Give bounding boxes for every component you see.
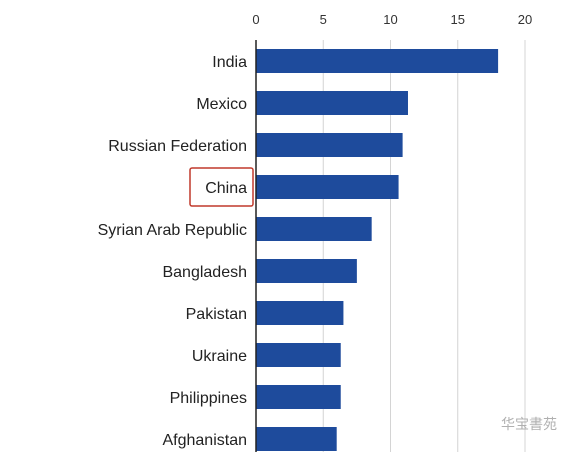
bar bbox=[256, 49, 499, 73]
bar bbox=[256, 133, 403, 157]
bars bbox=[256, 49, 499, 451]
x-tick-label: 15 bbox=[451, 12, 465, 27]
highlight-box bbox=[189, 167, 254, 207]
category-labels: India Mexico Russian Federation China Syrian… bbox=[98, 54, 248, 449]
bar bbox=[256, 175, 399, 199]
bar bbox=[256, 385, 341, 409]
category-label: Ukraine bbox=[192, 348, 247, 365]
bar bbox=[256, 343, 341, 367]
category-label: Mexico bbox=[196, 96, 247, 113]
category-label: Russian Federation bbox=[108, 138, 247, 155]
category-label: Philippines bbox=[170, 390, 247, 407]
x-tick-label: 20 bbox=[518, 12, 532, 27]
category-label: China bbox=[205, 180, 247, 197]
highlight-rect bbox=[189, 167, 254, 207]
bar bbox=[256, 301, 344, 325]
watermark: 华宝書苑 bbox=[501, 417, 557, 433]
category-label: Bangladesh bbox=[162, 264, 247, 281]
bar bbox=[256, 91, 408, 115]
category-label: Syrian Arab Republic bbox=[98, 222, 247, 239]
category-label: Pakistan bbox=[186, 306, 247, 323]
x-tick-label: 5 bbox=[320, 12, 327, 27]
bar bbox=[256, 217, 372, 241]
bar bbox=[256, 259, 357, 283]
category-label: India bbox=[212, 54, 247, 71]
bar bbox=[256, 427, 337, 451]
x-tick-label: 0 bbox=[252, 12, 259, 27]
x-tick-label: 10 bbox=[383, 12, 397, 27]
x-axis-ticks: 0 5 10 15 20 bbox=[252, 12, 532, 27]
category-label: Afghanistan bbox=[162, 432, 247, 449]
